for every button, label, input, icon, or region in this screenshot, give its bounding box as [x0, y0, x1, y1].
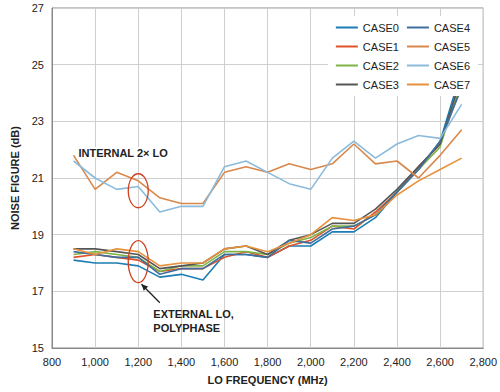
svg-text:EXTERNAL LO,: EXTERNAL LO, — [153, 308, 233, 320]
svg-text:NOISE FIGURE (dB): NOISE FIGURE (dB) — [9, 126, 21, 230]
svg-text:CASE5: CASE5 — [434, 41, 470, 53]
svg-text:1,400: 1,400 — [168, 356, 196, 368]
svg-text:2,400: 2,400 — [383, 356, 411, 368]
svg-text:2,200: 2,200 — [340, 356, 368, 368]
svg-text:17: 17 — [32, 285, 44, 297]
svg-text:CASE1: CASE1 — [363, 41, 399, 53]
svg-text:23: 23 — [32, 115, 44, 127]
svg-text:LO FREQUENCY (MHz): LO FREQUENCY (MHz) — [208, 374, 329, 386]
svg-text:1,000: 1,000 — [81, 356, 109, 368]
svg-text:2,000: 2,000 — [297, 356, 325, 368]
svg-text:CASE0: CASE0 — [363, 22, 399, 34]
svg-text:25: 25 — [32, 59, 44, 71]
svg-text:CASE3: CASE3 — [363, 79, 399, 91]
svg-text:2,600: 2,600 — [426, 356, 454, 368]
svg-text:CASE4: CASE4 — [434, 22, 470, 34]
svg-text:1,600: 1,600 — [211, 356, 239, 368]
svg-text:1,200: 1,200 — [124, 356, 152, 368]
svg-text:POLYPHASE: POLYPHASE — [153, 322, 220, 334]
svg-text:1,800: 1,800 — [254, 356, 282, 368]
svg-text:2,800: 2,800 — [469, 356, 497, 368]
svg-text:15: 15 — [32, 342, 44, 354]
svg-text:19: 19 — [32, 229, 44, 241]
svg-text:CASE6: CASE6 — [434, 60, 470, 72]
svg-text:CASE2: CASE2 — [363, 60, 399, 72]
svg-text:CASE7: CASE7 — [434, 79, 470, 91]
svg-text:INTERNAL 2× LO: INTERNAL 2× LO — [78, 147, 168, 159]
svg-text:800: 800 — [43, 356, 61, 368]
svg-text:27: 27 — [32, 2, 44, 14]
svg-text:21: 21 — [32, 172, 44, 184]
